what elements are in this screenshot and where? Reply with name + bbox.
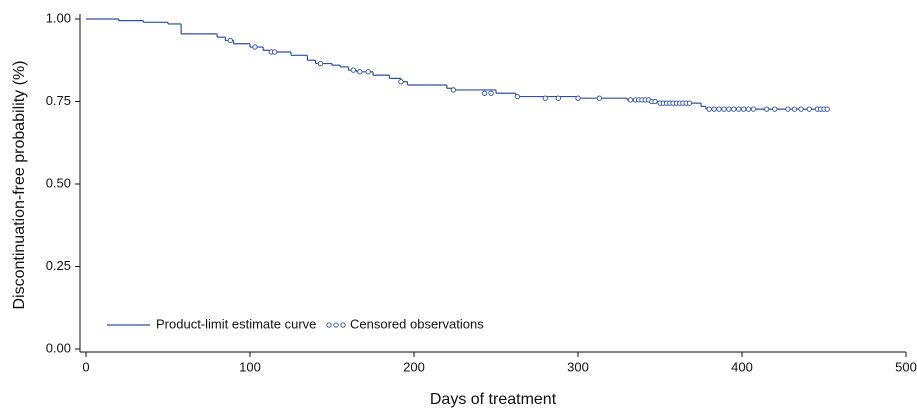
censored-point xyxy=(711,106,717,112)
x-tick-label: 400 xyxy=(731,359,753,374)
legend-label: Product-limit estimate curve xyxy=(156,316,316,331)
censored-point xyxy=(772,106,778,112)
censored-point xyxy=(398,79,404,85)
legend-marker xyxy=(340,322,346,328)
legend-marker xyxy=(326,322,332,328)
censored-point xyxy=(731,106,737,112)
censored-point xyxy=(317,60,324,67)
y-tick-label: 1.00 xyxy=(46,10,71,25)
y-tick-label: 0.50 xyxy=(46,175,71,190)
legend-marker xyxy=(333,322,339,328)
censored-point xyxy=(798,106,804,112)
x-tick-label: 500 xyxy=(895,359,917,374)
censored-point xyxy=(750,106,757,112)
censored-point xyxy=(350,67,356,73)
legend-label: Censored observations xyxy=(350,316,484,331)
censored-point xyxy=(575,95,581,101)
censored-point xyxy=(726,106,732,112)
censored-point xyxy=(450,87,457,93)
censored-point xyxy=(706,106,712,112)
censored-point xyxy=(271,49,278,55)
y-tick-label: 0.75 xyxy=(46,93,71,108)
censored-point xyxy=(481,90,488,96)
censored-point xyxy=(721,106,727,112)
y-tick-label: 0.00 xyxy=(46,340,71,355)
censored-point xyxy=(627,97,634,103)
y-axis-label: Discontinuation-free probability (%) xyxy=(11,61,28,310)
censored-point xyxy=(365,69,371,75)
x-axis-label: Days of treatment xyxy=(430,391,557,408)
censored-point xyxy=(716,106,722,112)
censored-point xyxy=(806,106,812,112)
censored-point xyxy=(652,98,658,105)
x-tick-label: 0 xyxy=(82,359,89,374)
censored-point xyxy=(596,95,602,101)
x-tick-label: 200 xyxy=(403,359,425,374)
censored-point xyxy=(736,106,742,112)
censored-point xyxy=(357,69,363,75)
censored-point xyxy=(785,106,791,112)
censored-point xyxy=(745,106,752,112)
x-tick-label: 300 xyxy=(567,359,589,374)
censored-point xyxy=(227,37,233,44)
x-tick-label: 100 xyxy=(239,359,261,374)
censored-point xyxy=(514,93,520,100)
y-tick-label: 0.25 xyxy=(46,258,71,273)
censored-point xyxy=(740,106,747,112)
censored-point xyxy=(252,44,258,50)
censored-point xyxy=(488,90,494,96)
censored-point xyxy=(686,100,693,106)
censored-point xyxy=(542,95,548,101)
censored-point xyxy=(555,95,561,101)
censored-point xyxy=(791,106,798,112)
censored-point xyxy=(824,106,830,112)
censored-point xyxy=(763,106,770,112)
